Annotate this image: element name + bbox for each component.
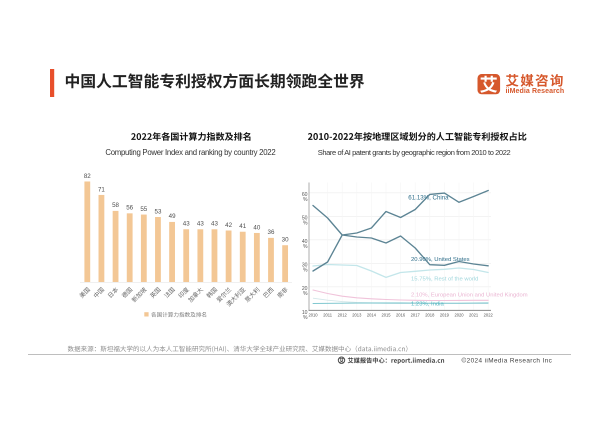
svg-text:36: 36 [268,229,275,236]
svg-text:43: 43 [183,221,190,228]
svg-text:2017: 2017 [411,312,421,317]
svg-text:41: 41 [239,223,246,230]
svg-text:10: 10 [302,310,308,316]
svg-text:61.13%, China: 61.13%, China [408,195,449,202]
svg-text:56: 56 [126,205,133,212]
svg-text:2010: 2010 [308,312,318,317]
svg-text:30: 30 [282,237,289,244]
svg-text:©2024 iiMedia Research Inc: ©2024 iiMedia Research Inc [462,357,553,365]
svg-text:%: % [303,244,308,250]
svg-text:55: 55 [140,206,147,213]
svg-text:2022: 2022 [484,312,494,317]
svg-text:40: 40 [253,224,260,231]
svg-text:2016: 2016 [396,312,406,317]
svg-text:%: % [303,197,308,203]
svg-text:43: 43 [197,221,204,228]
svg-text:2021: 2021 [469,312,479,317]
svg-text:2012: 2012 [338,312,348,317]
svg-text:53: 53 [155,208,162,215]
svg-text:Share of AI patent grants by g: Share of AI patent grants by geographic … [318,148,511,157]
svg-text:43: 43 [211,221,218,228]
svg-text:2.10%, European Union and Unit: 2.10%, European Union and United Kingdom [411,293,528,299]
svg-text:%: % [303,268,308,274]
svg-text:iiMedia Research: iiMedia Research [506,88,565,95]
svg-text:%: % [303,221,308,227]
svg-text:50: 50 [302,216,308,222]
svg-text:49: 49 [169,213,176,220]
svg-text:42: 42 [225,222,232,229]
svg-text:1.23%, India: 1.23%, India [411,302,444,308]
svg-text:58: 58 [112,202,119,209]
svg-text:15.75%, Rest of the world: 15.75%, Rest of the world [411,277,478,283]
svg-text:%: % [303,291,308,297]
svg-text:Computing Power Index and rank: Computing Power Index and ranking by cou… [105,148,275,157]
svg-text:2015: 2015 [381,312,391,317]
svg-text:%: % [303,315,308,321]
svg-text:40: 40 [302,239,308,245]
svg-text:20.90%, United States: 20.90%, United States [411,257,470,263]
svg-text:71: 71 [98,186,105,193]
svg-text:30: 30 [302,263,308,269]
svg-text:2020: 2020 [454,312,464,317]
svg-text:60: 60 [302,192,308,198]
svg-text:2019: 2019 [440,312,450,317]
svg-text:82: 82 [84,173,91,180]
svg-text:2018: 2018 [425,312,435,317]
svg-text:20: 20 [302,286,308,292]
svg-text:2013: 2013 [352,312,362,317]
svg-text:2014: 2014 [367,312,377,317]
svg-text:2011: 2011 [323,312,333,317]
